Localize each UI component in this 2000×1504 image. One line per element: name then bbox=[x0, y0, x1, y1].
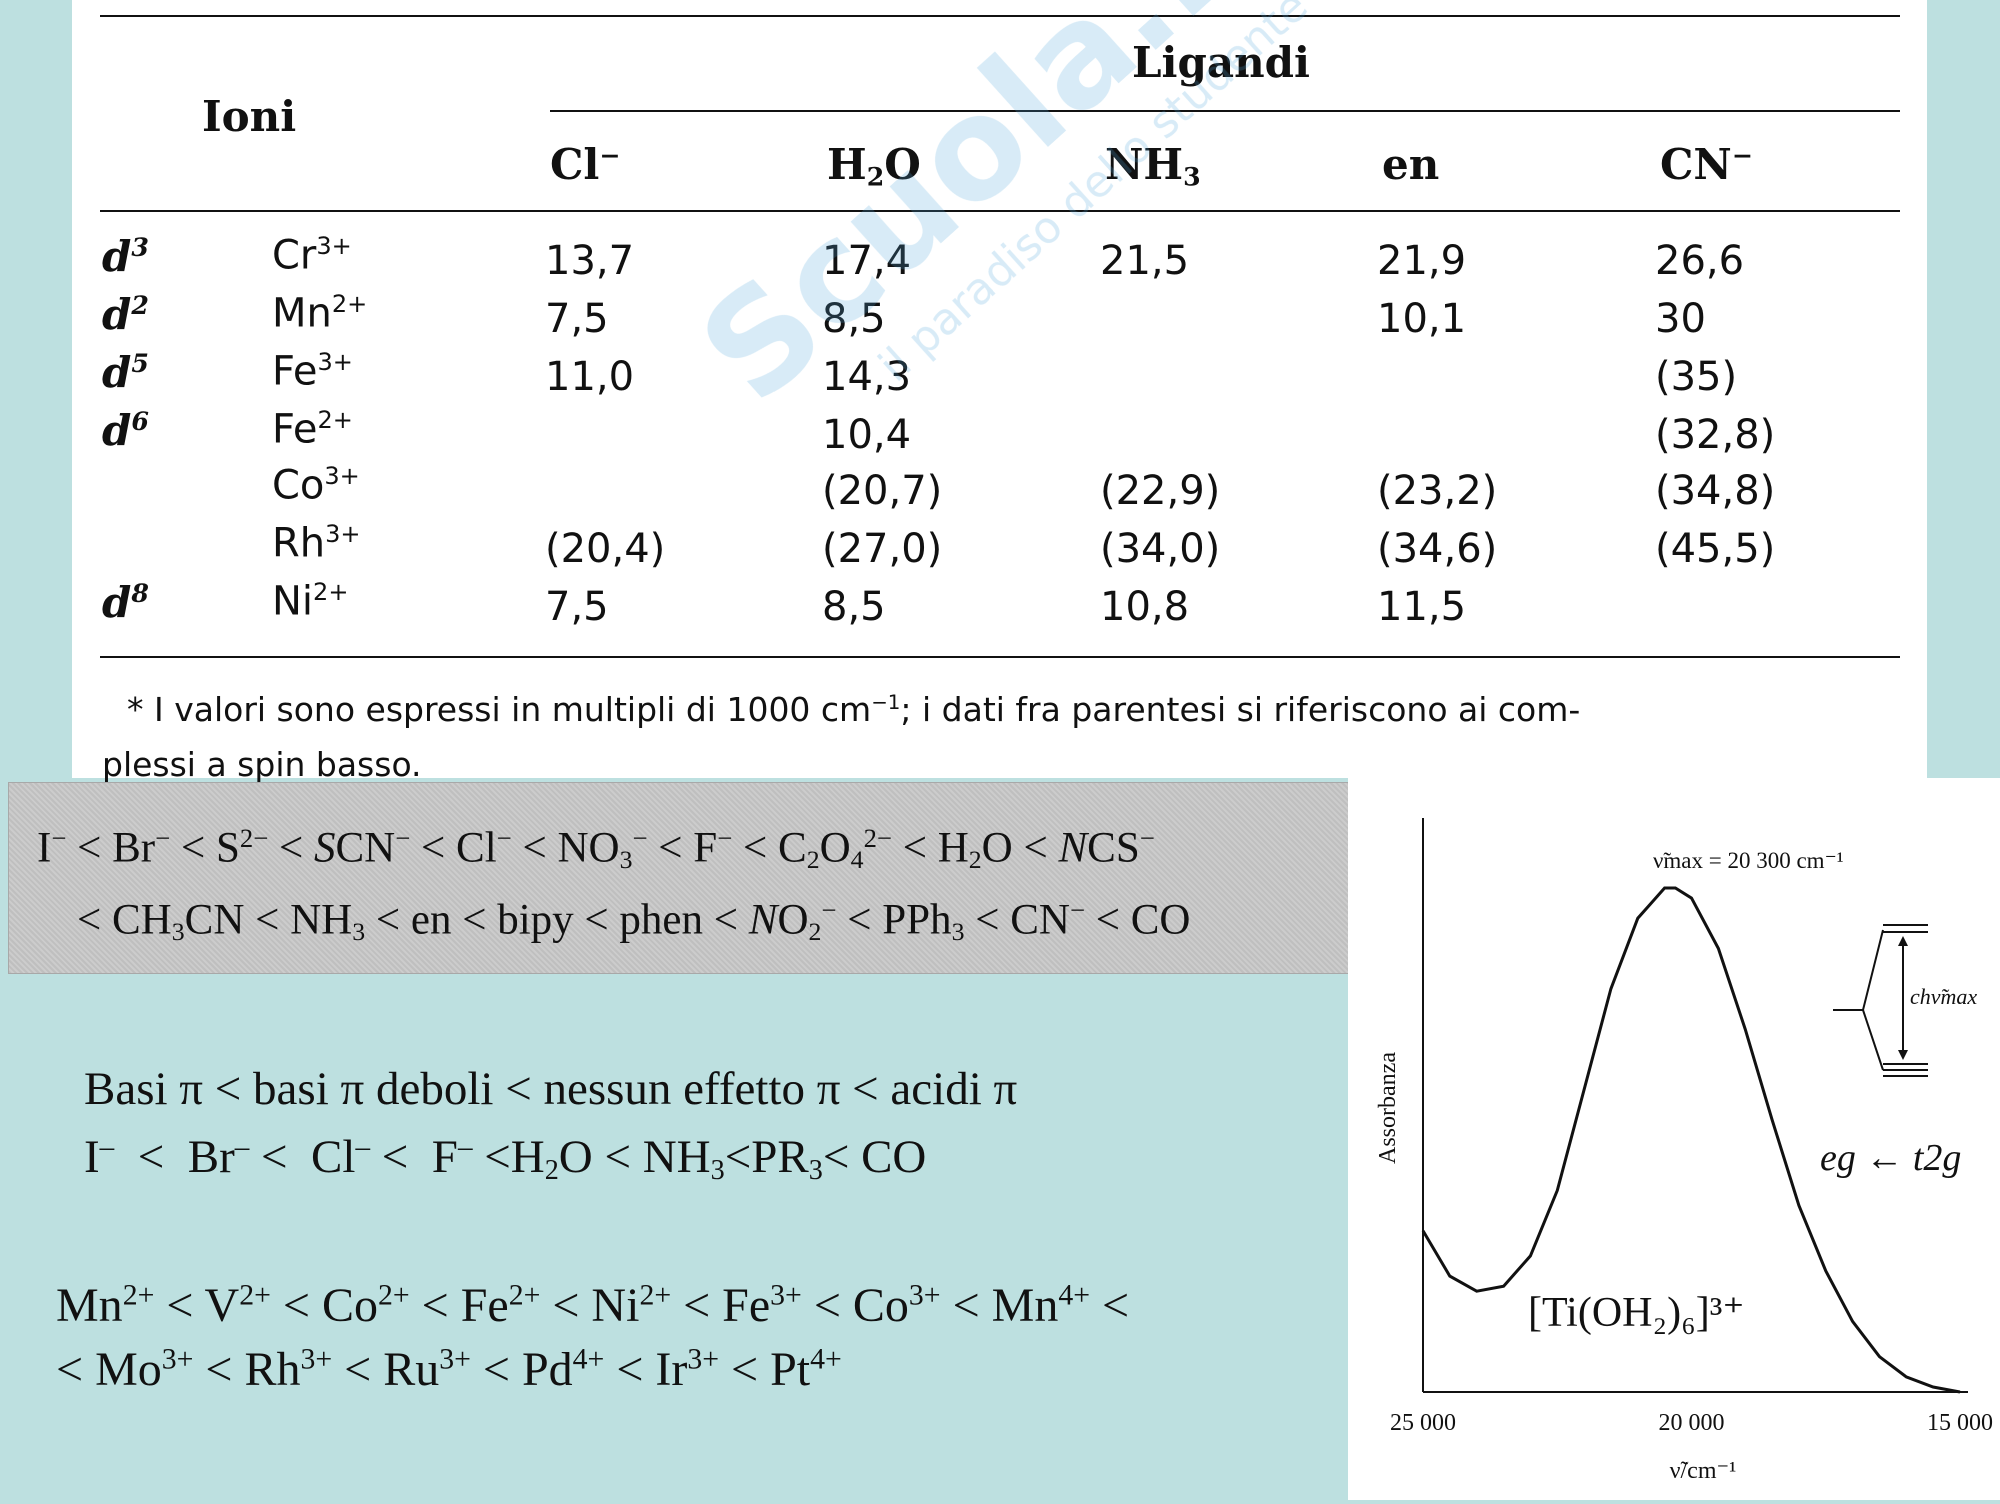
table-top-rule bbox=[100, 15, 1900, 17]
row-config: d3 bbox=[102, 232, 149, 281]
table-cell: 11,0 bbox=[545, 354, 635, 400]
row-ion: Rh3+ bbox=[272, 520, 361, 567]
table-cell: 21,9 bbox=[1377, 238, 1467, 284]
series-line2: < CH3CN < NH3 < en < bipy < phen < NO2− … bbox=[77, 895, 1191, 947]
col-header-nh3: NH3 bbox=[1105, 140, 1201, 192]
col-header-h2o: H2O bbox=[827, 140, 921, 192]
row-ion: Co3+ bbox=[272, 462, 360, 509]
table-cell: 7,5 bbox=[545, 296, 609, 342]
table-cell: 30 bbox=[1655, 296, 1706, 342]
row-config: d2 bbox=[102, 290, 149, 339]
table-cell: (22,9) bbox=[1100, 468, 1221, 514]
row-ion: Ni2+ bbox=[272, 578, 349, 625]
row-ion: Fe3+ bbox=[272, 348, 353, 395]
absorbance-curve bbox=[1421, 886, 1961, 1394]
table-cell: 17,4 bbox=[822, 238, 912, 284]
pi-series-line2: I– < Br– < Cl– < F– <H2O < NH3<PR3< CO bbox=[84, 1130, 927, 1187]
absorption-spectrum-panel: Assorbanza 25 000 20 000 15 000 ν̃/cm⁻¹ ν̃… bbox=[1348, 778, 2000, 1500]
table-bottom-rule bbox=[100, 656, 1900, 658]
table-cell: (34,0) bbox=[1100, 526, 1221, 572]
table-cell: (34,8) bbox=[1655, 468, 1776, 514]
table-cell: 10,1 bbox=[1377, 296, 1467, 342]
table-cell: (34,6) bbox=[1377, 526, 1498, 572]
x-tick-labels: 25 000 20 000 15 000 bbox=[1390, 1410, 1993, 1436]
col-header-en: en bbox=[1382, 140, 1440, 189]
row-ion: Mn2+ bbox=[272, 290, 368, 337]
row-ion: Fe2+ bbox=[272, 406, 353, 453]
row-config: d6 bbox=[102, 406, 149, 455]
x-tick-label: 25 000 bbox=[1390, 1410, 1456, 1436]
transition-label: eg ← t2g bbox=[1820, 1137, 1961, 1179]
table-cell: 10,8 bbox=[1100, 584, 1190, 630]
table-cell: 21,5 bbox=[1100, 238, 1190, 284]
row-ion: Cr3+ bbox=[272, 232, 352, 279]
table-cell: (45,5) bbox=[1655, 526, 1776, 572]
table-cell: (32,8) bbox=[1655, 412, 1776, 458]
x-tick-label: 15 000 bbox=[1927, 1410, 1993, 1436]
energy-gap-label: chν̃max bbox=[1910, 984, 1977, 1009]
row-config: d8 bbox=[102, 578, 149, 627]
pi-series-line1: Basi π < basi π deboli < nessun effetto … bbox=[84, 1063, 1018, 1115]
footnote-line2: plessi a spin basso. bbox=[102, 745, 422, 784]
table-cell: 10,4 bbox=[822, 412, 912, 458]
table-cell: (23,2) bbox=[1377, 468, 1498, 514]
table-cell: 14,3 bbox=[822, 354, 912, 400]
table-cell: 11,5 bbox=[1377, 584, 1467, 630]
energy-level-diagram: chν̃max bbox=[1833, 924, 1977, 1077]
absorption-spectrum-chart: Assorbanza 25 000 20 000 15 000 ν̃/cm⁻¹ ν̃… bbox=[1375, 818, 1993, 1484]
header-ligands: Ligandi bbox=[1132, 38, 1310, 87]
table-cell: 7,5 bbox=[545, 584, 609, 630]
footnote-line1: * I valori sono espressi in multipli di … bbox=[127, 690, 1581, 729]
metal-series-line2: < Mo3+ < Rh3+ < Ru3+ < Pd4+ < Ir3+ < Pt4… bbox=[56, 1342, 842, 1396]
x-tick-label: 20 000 bbox=[1659, 1410, 1725, 1436]
table-cell: 13,7 bbox=[545, 238, 635, 284]
header-rule bbox=[100, 210, 1900, 212]
header-ions: Ioni bbox=[202, 92, 297, 141]
table-cell: (20,7) bbox=[822, 468, 943, 514]
x-axis-label: ν̃/cm⁻¹ bbox=[1670, 1458, 1737, 1484]
table-cell: (20,4) bbox=[545, 526, 666, 572]
complex-label: [Ti(OH₂)₆]³⁺ bbox=[1528, 1290, 1745, 1336]
col-header-cn: CN− bbox=[1660, 140, 1753, 189]
table-cell: (35) bbox=[1655, 354, 1738, 400]
table-cell: 8,5 bbox=[822, 584, 886, 630]
peak-annotation: ν̃max = 20 300 cm⁻¹ bbox=[1653, 848, 1844, 873]
ligand-field-table: Ioni Ligandi Cl− H2O NH3 en CN− d3 Cr3+ 13… bbox=[72, 0, 1927, 784]
y-axis-label: Assorbanza bbox=[1375, 1052, 1401, 1164]
spectrochemical-series-box: I− < Br− < S2− < SCN− < Cl− < NO3− < F− … bbox=[8, 782, 1380, 974]
table-cell: 26,6 bbox=[1655, 238, 1745, 284]
ligands-rule bbox=[550, 110, 1900, 112]
series-line1: I− < Br− < S2− < SCN− < Cl− < NO3− < F− … bbox=[37, 823, 1155, 875]
col-header-cl: Cl− bbox=[550, 140, 621, 189]
row-config: d5 bbox=[102, 348, 149, 397]
table-cell: (27,0) bbox=[822, 526, 943, 572]
metal-series-line1: Mn2+ < V2+ < Co2+ < Fe2+ < Ni2+ < Fe3+ <… bbox=[56, 1278, 1130, 1332]
table-cell: 8,5 bbox=[822, 296, 886, 342]
